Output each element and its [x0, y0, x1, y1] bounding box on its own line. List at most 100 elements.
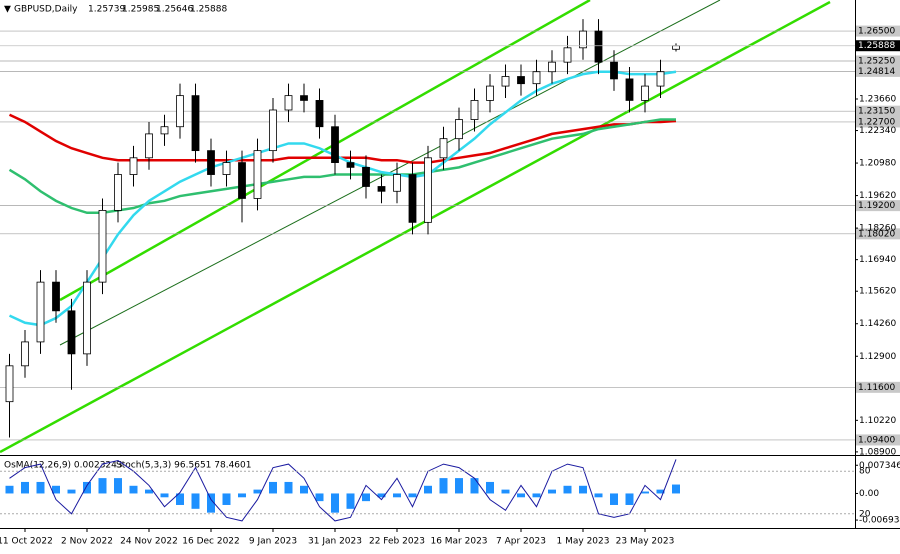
candle-body [222, 162, 231, 175]
y-tick-label: 1.12900 [859, 352, 896, 362]
candle-body [408, 174, 417, 223]
x-tick-label: 2 Nov 2022 [61, 537, 113, 547]
osma-bar [238, 493, 246, 498]
candle-body [486, 85, 494, 101]
level-label: 1.24814 [858, 67, 895, 77]
symbol-title: GBPUSD,Daily [14, 5, 78, 15]
osma-bar [579, 485, 587, 494]
osc-tick-label: 0.0073466 [859, 461, 900, 471]
level-label: 1.11600 [858, 383, 895, 393]
osma-bar [160, 493, 169, 498]
osma-bar [532, 493, 541, 498]
osma-title: OsMA(12,26,9) 0.0023243 [4, 461, 123, 471]
current-label: 1.25888 [858, 41, 895, 51]
level-label: 1.23150 [858, 107, 895, 117]
ohlc-low: 1.25646 [156, 5, 193, 15]
ohlc-high: 1.25985 [122, 5, 159, 15]
x-tick-label: 11 Oct 2022 [0, 537, 53, 547]
osma-bar [517, 493, 525, 498]
osma-bar [362, 493, 370, 502]
candle-body [331, 126, 339, 163]
level-label: 1.19200 [858, 201, 895, 211]
osma-bar [470, 478, 479, 494]
osma-bar [315, 493, 324, 502]
candle-body [238, 162, 246, 199]
x-tick-label: 16 Mar 2023 [430, 537, 487, 547]
candle-body [501, 76, 510, 87]
candle-body [300, 95, 308, 101]
candle-body [21, 341, 29, 367]
osma-bar [83, 481, 91, 494]
candle-body [532, 71, 541, 85]
candle-body [5, 365, 14, 403]
level-box [856, 381, 900, 393]
candle-body [362, 166, 370, 187]
candle-body [548, 61, 556, 73]
osc-tick-label: -0.006934 [859, 516, 900, 526]
current-box [856, 40, 900, 52]
osma-bar [129, 485, 138, 494]
y-tick-label: 1.10220 [859, 416, 896, 426]
y-tick-label: 1.23660 [859, 94, 896, 104]
stoch-tick-label: 80 [859, 467, 871, 477]
candle-body [470, 100, 479, 120]
stoch-tick-label: 20 [859, 509, 871, 519]
candle-body [36, 281, 45, 343]
candle-body [424, 157, 432, 223]
osma-bar [284, 481, 293, 494]
y-tick-label: 1.18260 [859, 224, 896, 234]
x-tick-label: 9 Jan 2023 [249, 537, 297, 547]
y-tick-label: 1.08900 [859, 447, 896, 457]
candle-body [98, 210, 107, 283]
candle-body [610, 61, 618, 80]
candle-body [393, 174, 401, 192]
y-tick-label: 1.14260 [859, 319, 896, 329]
candle-body [114, 174, 122, 211]
candle-body [207, 150, 215, 175]
x-tick-label: 16 Dec 2022 [182, 537, 240, 547]
y-tick-label: 1.15620 [859, 287, 896, 297]
osma-bar [377, 493, 386, 498]
osma-bar [176, 493, 184, 505]
level-box [856, 105, 900, 117]
level-label: 1.25250 [858, 56, 895, 66]
osma-bar [207, 493, 215, 513]
level-label: 1.22700 [858, 117, 895, 127]
ohlc-open: 1.25739 [88, 5, 125, 15]
osma-bar [346, 493, 355, 509]
candle-body [83, 281, 91, 355]
osma-bar [253, 489, 262, 494]
osma-bar [439, 478, 448, 494]
x-tick-label: 31 Jan 2023 [308, 537, 362, 547]
menu-arrow[interactable]: ▼ [4, 5, 11, 15]
x-tick-label: 7 Apr 2023 [496, 537, 546, 547]
candle-body [176, 95, 184, 128]
channel-line [0, 0, 831, 454]
candle-body [284, 95, 293, 111]
candle-body [129, 157, 138, 175]
osma-bar [300, 485, 308, 494]
osma-bar [672, 484, 680, 494]
candle-body [67, 310, 76, 355]
candle-body [594, 30, 603, 63]
candle-body [52, 281, 60, 312]
candle-body [191, 95, 200, 152]
osma-bar [548, 489, 556, 494]
x-tick-label: 23 May 2023 [616, 537, 675, 547]
osma-bar [222, 493, 231, 505]
osc-tick-label: 0.00 [859, 489, 879, 499]
osma-bar [5, 485, 14, 494]
osma-bar [656, 489, 665, 494]
osma-bar [331, 493, 339, 513]
osma-bar [641, 491, 649, 494]
level-box [856, 434, 900, 446]
osma-bar [486, 481, 494, 494]
candle-body [625, 78, 634, 101]
level-box [856, 25, 900, 37]
osma-bar [269, 481, 277, 494]
osma-bar [455, 478, 463, 494]
x-tick-label: 22 Feb 2023 [369, 537, 425, 547]
candle-body [269, 109, 277, 152]
osma-bar [67, 489, 76, 494]
